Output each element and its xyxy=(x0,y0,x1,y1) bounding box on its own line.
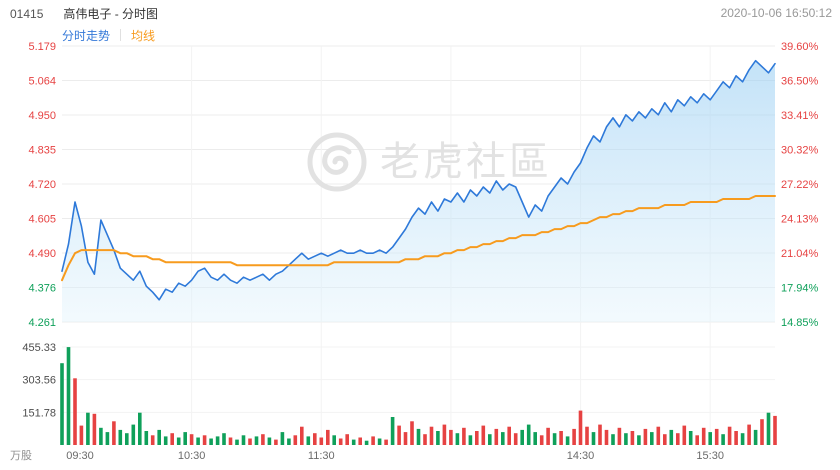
svg-text:39.60%: 39.60% xyxy=(781,41,819,53)
svg-text:455.33: 455.33 xyxy=(22,342,56,354)
watermark: 老虎社區 xyxy=(307,132,552,192)
svg-text:15:30: 15:30 xyxy=(696,450,724,462)
stock-name: 高伟电子 - 分时图 xyxy=(63,6,159,21)
price-line xyxy=(61,59,776,301)
svg-text:11:30: 11:30 xyxy=(308,450,335,462)
svg-text:4.835: 4.835 xyxy=(28,145,56,157)
timestamp: 2020-10-06 16:50:12 xyxy=(720,6,832,20)
watermark-text: 老虎社區 xyxy=(380,140,552,184)
svg-text:4.950: 4.950 xyxy=(28,110,56,122)
svg-text:21.04%: 21.04% xyxy=(781,248,819,260)
legend: 分时走势 均线 xyxy=(62,27,155,43)
svg-text:4.376: 4.376 xyxy=(28,283,56,295)
svg-text:09:30: 09:30 xyxy=(66,450,94,462)
volume-unit-label: 万股 xyxy=(10,449,32,462)
svg-text:14:30: 14:30 xyxy=(567,450,595,462)
svg-text:万股: 万股 xyxy=(10,449,32,462)
tiger-logo-circle xyxy=(307,132,367,192)
header: 01415 高伟电子 - 分时图 2020-10-06 16:50:12 xyxy=(0,0,840,26)
svg-text:17.94%: 17.94% xyxy=(781,283,819,295)
svg-text:24.13%: 24.13% xyxy=(781,214,819,226)
svg-text:4.261: 4.261 xyxy=(28,317,56,329)
tiger-logo-tail xyxy=(322,145,352,175)
avg-line xyxy=(61,195,776,282)
stock-code: 01415 xyxy=(10,6,44,21)
svg-text:14.85%: 14.85% xyxy=(781,317,819,329)
svg-text:303.56: 303.56 xyxy=(22,375,56,387)
legend-avg-line[interactable]: 均线 xyxy=(131,28,156,43)
time-axis-labels: 09:30 10:30 11:30 14:30 15:30 xyxy=(66,450,724,462)
legend-price-line[interactable]: 分时走势 xyxy=(62,28,111,43)
svg-text:151.78: 151.78 xyxy=(22,407,56,419)
svg-text:4.720: 4.720 xyxy=(28,179,56,191)
volume-axis-labels: 455.33 303.56 151.78 xyxy=(22,342,56,419)
svg-text:4.490: 4.490 xyxy=(28,248,56,260)
tiger-logo-icon xyxy=(307,132,367,192)
svg-text:10:30: 10:30 xyxy=(178,450,206,462)
title-group: 01415 高伟电子 - 分时图 xyxy=(10,5,158,22)
svg-text:27.22%: 27.22% xyxy=(781,179,819,191)
price-axis-labels: 5.179 5.064 4.950 4.835 4.720 4.605 4.490 4.376… xyxy=(28,41,56,329)
price-area xyxy=(62,60,775,322)
svg-text:4.605: 4.605 xyxy=(28,214,56,226)
svg-text:33.41%: 33.41% xyxy=(781,110,819,122)
volume-bars xyxy=(60,347,777,445)
svg-text:5.179: 5.179 xyxy=(28,41,56,53)
svg-text:5.064: 5.064 xyxy=(28,76,56,88)
svg-text:30.32%: 30.32% xyxy=(781,145,819,157)
svg-text:36.50%: 36.50% xyxy=(781,76,819,88)
legend-divider xyxy=(120,29,122,41)
pct-axis-labels: 39.60% 36.50% 33.41% 30.32% 27.22% 24.13% 21.0… xyxy=(781,41,819,329)
